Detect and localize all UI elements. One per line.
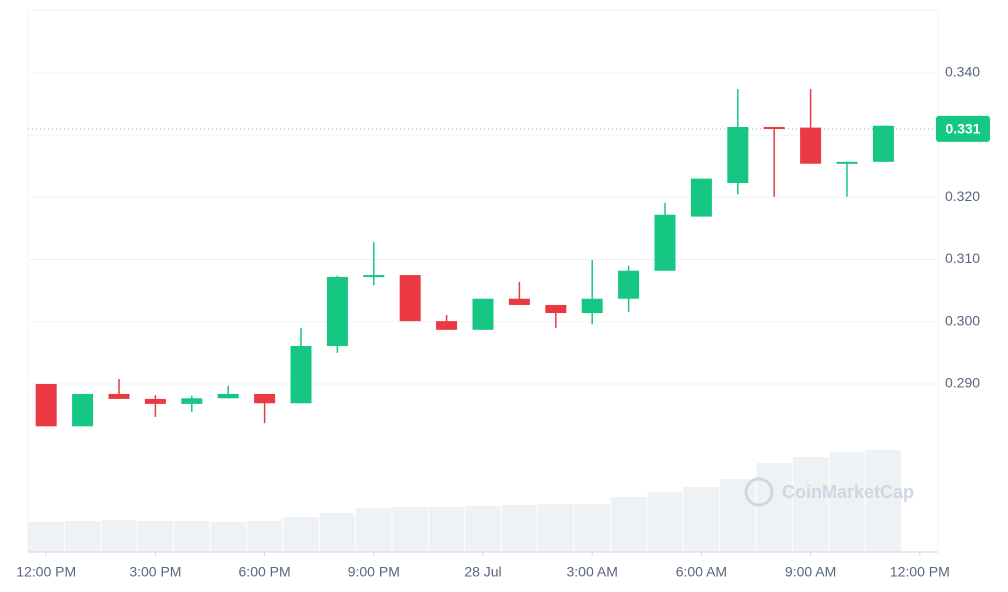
candle-body [508,298,530,305]
candle-body [618,270,640,299]
volume-bar [137,521,174,552]
candle-body [217,393,239,399]
candle-body [290,346,312,404]
current-price-label: 0.331 [945,121,980,137]
volume-bar [283,517,319,552]
candle-body [363,275,385,278]
volume-bar [574,504,610,552]
candle-body [254,393,276,404]
candle-body [472,298,494,330]
volume-layer [28,450,902,552]
candle-body [399,275,421,322]
candle-body [800,127,822,164]
candle-body [654,214,676,271]
x-tick-label: 12:00 PM [890,564,950,580]
x-tick-label: 9:00 PM [348,564,400,580]
y-tick-label: 0.300 [945,312,980,328]
volume-bar [465,506,501,552]
volume-bar [319,513,356,552]
y-tick-label: 0.290 [945,375,980,391]
volume-bar [210,522,246,552]
candle-body [872,125,894,162]
volume-bar [720,479,756,552]
candle-body [545,304,567,314]
candle-body [108,393,130,399]
y-tick-label: 0.340 [945,64,980,80]
volume-bar [356,508,392,552]
watermark-logo [744,477,774,507]
x-tick-label: 12:00 PM [16,564,76,580]
candle-body [181,398,203,404]
candle-body [436,321,458,330]
volume-bar [501,505,538,552]
candle-body [35,383,57,427]
volume-bar [792,457,829,552]
volume-bar [246,521,283,552]
candle-layer [35,89,894,427]
watermark-text: CoinMarketCap [782,482,914,502]
current-price-tag [936,115,990,142]
candle-body [581,298,603,314]
candle-body [763,126,785,129]
volume-bar [538,504,574,552]
x-tick-label: 3:00 PM [129,564,181,580]
volume-bar [647,492,683,552]
volume-bar [28,522,64,552]
volume-bar [829,452,865,552]
candle-body [72,393,94,427]
candle-body [690,178,712,217]
x-tick-label: 9:00 AM [785,564,836,580]
volume-bar [428,507,465,552]
candle-body [836,161,858,164]
volume-bar [865,450,902,552]
x-tick-label: 3:00 AM [567,564,618,580]
x-tick-label: 28 Jul [464,564,501,580]
volume-bar [101,520,137,552]
volume-bar [756,463,792,552]
volume-bar [64,521,101,552]
candle-body [144,398,166,404]
volume-bar [392,507,428,552]
volume-bar [174,521,210,552]
watermark: CoinMarketCap [744,477,914,507]
y-tick-label: 0.320 [945,188,980,204]
x-tick-label: 6:00 PM [239,564,291,580]
volume-bar [610,497,647,552]
candle-body [326,276,348,347]
y-tick-label: 0.310 [945,250,980,266]
volume-bar [683,487,720,552]
candle-body [727,126,749,183]
x-tick-label: 6:00 AM [676,564,727,580]
